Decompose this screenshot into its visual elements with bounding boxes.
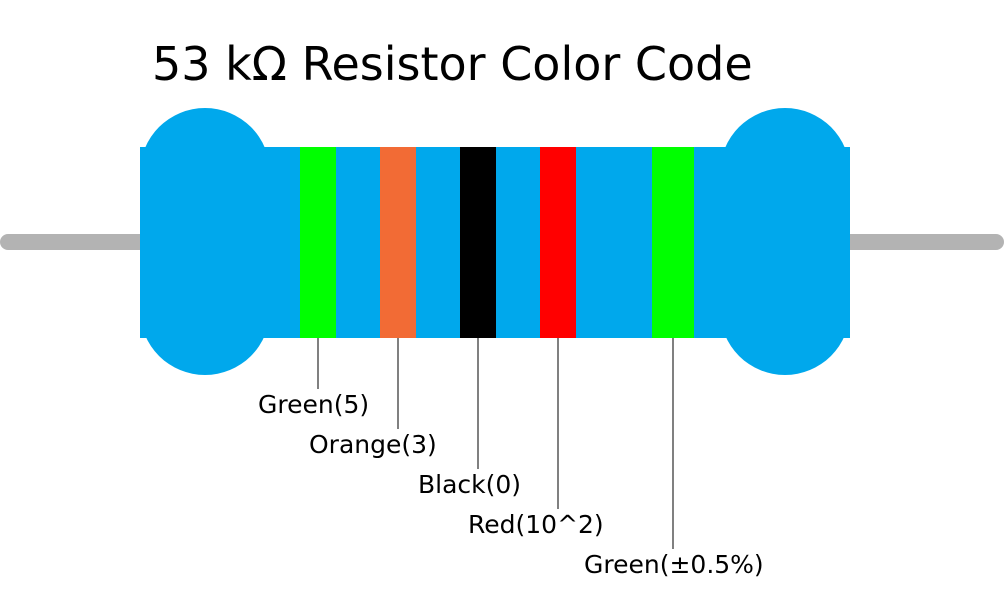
band-label: Red(10^2) <box>468 510 604 539</box>
resistor-end-left <box>140 108 270 375</box>
resistor-end-right <box>720 108 850 375</box>
title: 53 kΩ Resistor Color Code <box>152 37 753 91</box>
band-label: Black(0) <box>418 470 521 499</box>
color-band <box>380 147 416 338</box>
band-label: Green(5) <box>258 390 369 419</box>
color-band <box>652 147 694 338</box>
color-band <box>300 147 336 338</box>
color-band <box>540 147 576 338</box>
band-label: Green(±0.5%) <box>584 550 764 579</box>
band-label: Orange(3) <box>309 430 437 459</box>
color-band <box>460 147 496 338</box>
